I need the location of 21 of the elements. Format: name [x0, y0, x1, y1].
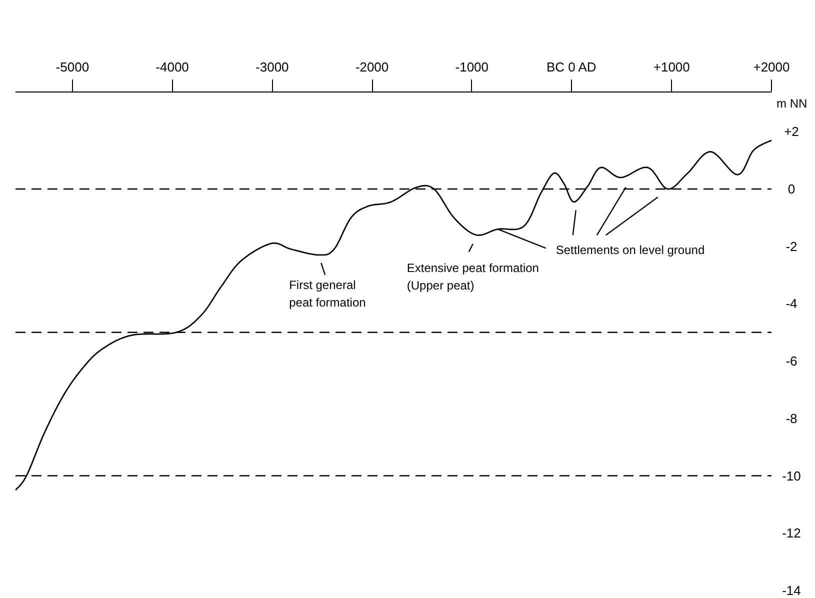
- y-tick-label: -8: [786, 410, 798, 426]
- y-tick-label: -4: [786, 296, 798, 312]
- annotation: Extensive peat formation (Upper peat): [406, 260, 539, 292]
- y-tick-label: -14: [782, 583, 801, 598]
- x-tick-label: +1000: [653, 60, 690, 74]
- y-tick-label: +2: [784, 124, 799, 140]
- x-tick-label: -5000: [56, 60, 90, 74]
- annotation: First general peat formation: [289, 278, 366, 310]
- y-tick-label: -2: [786, 238, 798, 254]
- y-tick-label: 0: [788, 182, 796, 197]
- annotation: Settlements on level ground: [556, 243, 705, 258]
- x-tick-label: -4000: [156, 60, 189, 74]
- y-tick-label: -10: [782, 468, 801, 484]
- x-tick-label: -1000: [455, 60, 489, 74]
- x-tick-label: -2000: [355, 60, 389, 74]
- y-tick-label: -12: [782, 526, 801, 541]
- x-tick-label: +2000: [753, 60, 790, 74]
- y-axis-title: m NN: [776, 96, 808, 110]
- x-tick-label: BC 0 AD: [546, 60, 596, 74]
- x-tick-label: -3000: [256, 60, 289, 74]
- y-tick-label: -6: [786, 354, 798, 369]
